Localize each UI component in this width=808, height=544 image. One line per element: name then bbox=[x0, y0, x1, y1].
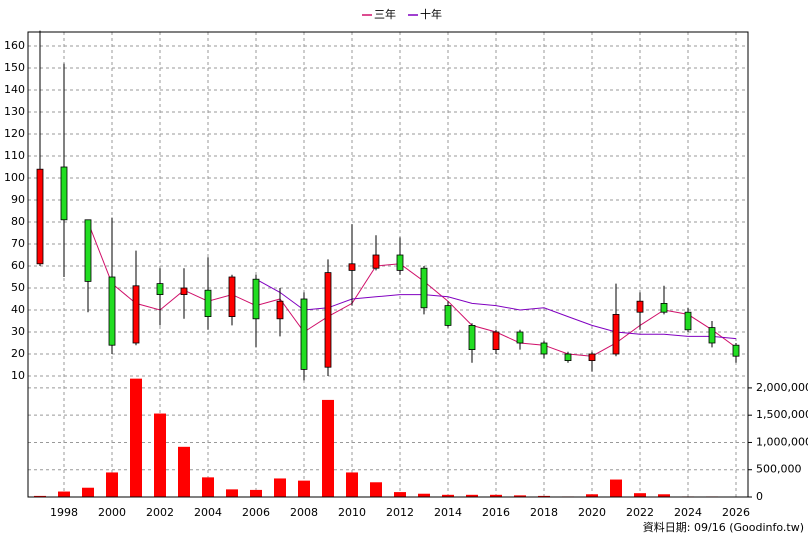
x-tick-label: 2008 bbox=[290, 506, 318, 519]
volume-bar bbox=[154, 414, 166, 497]
volume-bar bbox=[250, 490, 262, 497]
candle-body bbox=[421, 268, 427, 308]
x-tick-label: 2006 bbox=[242, 506, 270, 519]
candle-body bbox=[709, 328, 715, 343]
x-tick-label: 2020 bbox=[578, 506, 606, 519]
y-tick-label: 140 bbox=[4, 83, 25, 96]
candle-body bbox=[661, 303, 667, 312]
x-tick-label: 2022 bbox=[626, 506, 654, 519]
x-tick-label: 2004 bbox=[194, 506, 222, 519]
volume-bar bbox=[178, 447, 190, 497]
candle-body bbox=[277, 301, 283, 319]
volume-bar bbox=[634, 493, 646, 497]
y2-tick-label: 0 bbox=[756, 490, 763, 503]
candle-body bbox=[733, 345, 739, 356]
candle-body bbox=[37, 169, 43, 264]
candle-body bbox=[349, 264, 355, 271]
candle-body bbox=[613, 314, 619, 354]
candle-body bbox=[445, 306, 451, 326]
volume-bar bbox=[346, 472, 358, 497]
y2-tick-label: 1,500,000 bbox=[756, 408, 808, 421]
y-tick-label: 100 bbox=[4, 171, 25, 184]
candle-body bbox=[85, 220, 91, 282]
volume-bar bbox=[58, 492, 70, 497]
candle-body bbox=[253, 279, 259, 319]
y-tick-label: 90 bbox=[11, 193, 25, 206]
y-tick-label: 150 bbox=[4, 61, 25, 74]
y-tick-label: 80 bbox=[11, 215, 25, 228]
x-tick-label: 2002 bbox=[146, 506, 174, 519]
y-tick-label: 30 bbox=[11, 325, 25, 338]
x-tick-label: 2024 bbox=[674, 506, 702, 519]
x-tick-label: 2012 bbox=[386, 506, 414, 519]
volume-bar bbox=[106, 472, 118, 497]
x-tick-label: 2014 bbox=[434, 506, 462, 519]
candle-body bbox=[325, 273, 331, 368]
x-tick-label: 2026 bbox=[722, 506, 750, 519]
candle-body bbox=[541, 343, 547, 354]
candle-body bbox=[565, 354, 571, 361]
candle-body bbox=[397, 255, 403, 270]
candle-body bbox=[133, 286, 139, 343]
volume-bar bbox=[370, 482, 382, 497]
candle-body bbox=[61, 167, 67, 220]
y2-tick-label: 1,000,000 bbox=[756, 435, 808, 448]
candle-body bbox=[157, 284, 163, 295]
y2-tick-label: 2,000,000 bbox=[756, 381, 808, 394]
y-tick-label: 160 bbox=[4, 39, 25, 52]
volume-bar bbox=[274, 478, 286, 497]
footer: 資料日期: 09/16 (Goodinfo.tw) bbox=[643, 520, 804, 534]
candle-body bbox=[301, 299, 307, 369]
candle-body bbox=[685, 312, 691, 330]
y-tick-label: 120 bbox=[4, 127, 25, 140]
candle-body bbox=[205, 290, 211, 316]
candle-body bbox=[589, 354, 595, 361]
candle-body bbox=[229, 277, 235, 317]
y-tick-label: 10 bbox=[11, 369, 25, 382]
x-tick-label: 1998 bbox=[50, 506, 78, 519]
volume-bar bbox=[322, 400, 334, 497]
volume-bar bbox=[82, 488, 94, 497]
legend-label: 三年 bbox=[374, 7, 396, 21]
y-tick-label: 50 bbox=[11, 281, 25, 294]
x-tick-label: 2010 bbox=[338, 506, 366, 519]
volume-bar bbox=[298, 481, 310, 497]
y-tick-label: 60 bbox=[11, 259, 25, 272]
y-tick-label: 40 bbox=[11, 303, 25, 316]
volume-bar bbox=[202, 477, 214, 497]
x-tick-label: 2018 bbox=[530, 506, 558, 519]
x-tick-label: 2016 bbox=[482, 506, 510, 519]
volume-bar bbox=[610, 480, 622, 497]
x-tick-label: 2000 bbox=[98, 506, 126, 519]
volume-bar bbox=[226, 489, 238, 497]
candle-body bbox=[637, 301, 643, 312]
volume-bar bbox=[394, 492, 406, 497]
volume-bar bbox=[130, 379, 142, 497]
y-tick-label: 20 bbox=[11, 347, 25, 360]
y2-tick-label: 500,000 bbox=[756, 463, 802, 476]
candle-body bbox=[493, 332, 499, 350]
y-tick-label: 70 bbox=[11, 237, 25, 250]
y-tick-label: 110 bbox=[4, 149, 25, 162]
candle-body bbox=[373, 255, 379, 268]
candle-body bbox=[517, 332, 523, 343]
legend-label: 十年 bbox=[420, 7, 442, 21]
candle-body bbox=[469, 325, 475, 349]
candle-body bbox=[109, 277, 115, 345]
y-tick-label: 130 bbox=[4, 105, 25, 118]
candle-body bbox=[181, 288, 187, 295]
